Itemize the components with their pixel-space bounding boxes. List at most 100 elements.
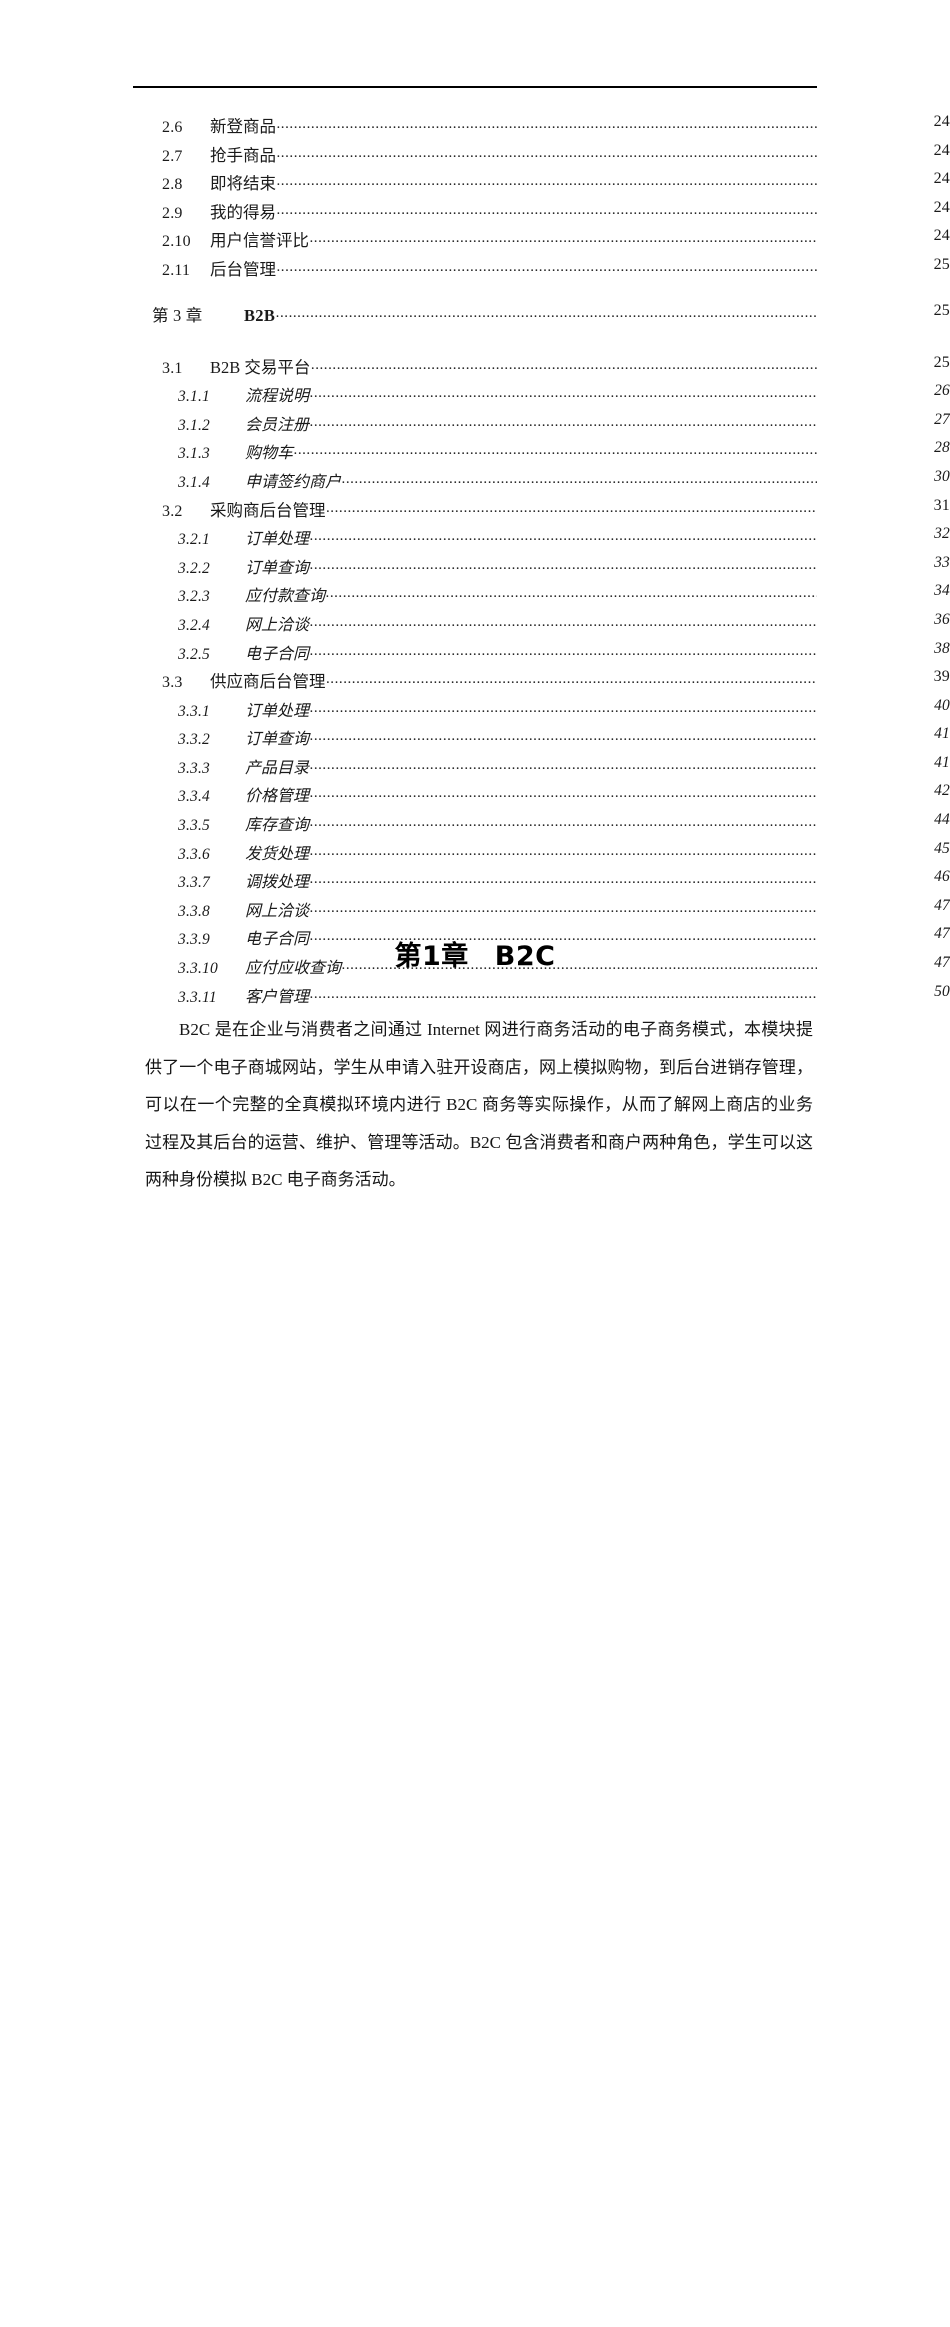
toc-entry-title: 抢手商品: [210, 145, 276, 165]
toc-entry[interactable]: 3.2 采购商后台管理 31: [0, 497, 950, 526]
toc-entry-page-number: 33: [934, 553, 950, 571]
toc-entry-number: 3.3.3: [178, 759, 210, 777]
toc-dot-leader: [276, 305, 817, 321]
toc-entry-number: 3.3.7: [178, 874, 210, 892]
toc-entry-title: 用户信誉评比: [210, 231, 309, 251]
toc-dot-leader: [311, 357, 817, 373]
toc-entry-page-number: 44: [934, 811, 950, 829]
toc-dot-leader: [326, 671, 817, 687]
toc-entry-title: 库存查询: [245, 817, 310, 835]
toc-entry-page-number: 36: [934, 610, 950, 628]
toc-entry-title: 价格管理: [245, 788, 310, 806]
toc-entry-number: 3.3.8: [178, 902, 210, 920]
toc-dot-leader: [310, 643, 817, 659]
toc-dot-leader: [310, 557, 817, 573]
toc-entry-number: 2.9: [162, 204, 183, 222]
toc-entry[interactable]: 2.11 后台管理 25: [0, 256, 950, 285]
toc-entry-page-number: 25: [933, 301, 950, 319]
toc-dot-leader: [310, 700, 817, 716]
toc-entry-page-number: 28: [934, 439, 950, 457]
toc-dot-leader: [277, 259, 817, 275]
toc-entry-title: 新登商品: [210, 117, 276, 136]
toc-entry[interactable]: 3.3.2 订单查询 41: [0, 725, 950, 754]
toc-entry-page-number: 42: [934, 782, 950, 800]
toc-entry-page-number: 38: [934, 639, 950, 657]
toc-entry-number: 3.1.3: [178, 445, 210, 463]
toc-entry[interactable]: 2.7 抢手商品 24: [0, 142, 950, 171]
body-paragraph: B2C 是在企业与消费者之间通过 Internet 网进行商务活动的电子商务模式…: [145, 1020, 813, 1189]
document-page: 2.6新登商品242.7抢手商品242.8即将结束242.9我的得易242.10…: [0, 0, 950, 1344]
toc-entry[interactable]: 3.2.1 订单处理 32: [0, 525, 950, 554]
toc-entry[interactable]: 3.3.4 价格管理 42: [0, 782, 950, 811]
toc-entry-title: 应付款查询: [245, 588, 326, 606]
toc-entry-page-number: 24: [933, 170, 950, 188]
toc-entry-page-number: 26: [934, 382, 950, 400]
toc-entry-page-number: 39: [933, 668, 950, 686]
toc-entry-page-number: 32: [934, 525, 950, 543]
toc-dot-leader: [310, 614, 817, 630]
toc-entry[interactable]: 3.3.11 客户管理 50: [0, 983, 950, 1012]
toc-entry[interactable]: 3.1 B2B 交易平台 25: [0, 354, 950, 383]
toc-entry-number: 3.2.5: [178, 645, 210, 663]
toc-dot-leader: [277, 202, 817, 218]
chapter-heading-label: 第1章: [394, 941, 469, 972]
toc-entry-number: 3.2.4: [178, 616, 210, 634]
toc-dot-leader: [310, 414, 817, 430]
toc-entry[interactable]: 3.2.5 电子合同 38: [0, 640, 950, 669]
toc-entry[interactable]: 3.3.8 网上洽谈 47: [0, 897, 950, 926]
toc-entry[interactable]: 3.2.4 网上洽谈 36: [0, 611, 950, 640]
toc-entry-number: 3.1.2: [178, 416, 210, 434]
toc-entry[interactable]: 3.3.7 调拨处理 46: [0, 868, 950, 897]
toc-entry[interactable]: 2.6 新登商品 24: [0, 113, 950, 142]
toc-entry-title: 产品目录: [245, 759, 310, 777]
toc-entry[interactable]: 3.3.3 产品目录 41: [0, 754, 950, 783]
toc-entry-title: 调拨处理: [245, 874, 310, 892]
toc-entry-title: 网上洽谈: [245, 902, 310, 920]
toc-entry-number: 3.1.1: [178, 388, 210, 406]
toc-entry-title: 订单处理: [245, 702, 310, 720]
toc-dot-leader: [310, 785, 817, 801]
table-of-contents: 2.6新登商品242.7抢手商品242.8即将结束242.9我的得易242.10…: [0, 113, 950, 1011]
toc-dot-leader: [342, 471, 817, 487]
toc-entry[interactable]: 3.1.4 申请签约商户 30: [0, 468, 950, 497]
toc-dot-leader: [310, 900, 817, 916]
toc-entry-number: 3.3.4: [178, 788, 210, 806]
toc-entry-number: 2.6: [162, 119, 183, 136]
toc-entry-title: 流程说明: [245, 388, 310, 406]
toc-entry[interactable]: 3.2.2 订单查询 33: [0, 554, 950, 583]
toc-dot-leader: [310, 757, 817, 773]
toc-entry[interactable]: 3.3.5 库存查询 44: [0, 811, 950, 840]
toc-entry-number: 3.3.6: [178, 845, 210, 863]
toc-entry[interactable]: 3.1.2 会员注册 27: [0, 411, 950, 440]
toc-entry-title: 即将结束: [210, 174, 276, 194]
chapter-heading-title: B2C: [494, 941, 556, 972]
toc-entry[interactable]: 3.3.9 电子合同 47: [0, 925, 950, 954]
toc-entry-title: 采购商后台管理: [210, 500, 326, 520]
toc-entry-page-number: 24: [933, 198, 950, 216]
toc-entry-page-number: 47: [934, 896, 950, 914]
toc-dot-leader: [294, 442, 817, 458]
toc-entry-page-number: 24: [933, 113, 950, 130]
toc-dot-leader: [310, 814, 817, 830]
toc-entry-number: 2.11: [162, 261, 191, 279]
toc-entry[interactable]: 2.10 用户信誉评比 24: [0, 227, 950, 256]
toc-entry-title: 购物车: [245, 445, 294, 463]
toc-entry-number: 3.3.9: [178, 931, 210, 949]
toc-entry[interactable]: 3.3 供应商后台管理 39: [0, 668, 950, 697]
toc-entry-page-number: 31: [933, 496, 950, 514]
toc-entry[interactable]: 2.8 即将结束 24: [0, 170, 950, 199]
toc-entry[interactable]: 3.1.1 流程说明 26: [0, 382, 950, 411]
toc-entry-page-number: 47: [934, 954, 950, 972]
toc-entry[interactable]: 3.2.3 应付款查询 34: [0, 582, 950, 611]
toc-entry-title: 发货处理: [245, 845, 310, 863]
toc-entry[interactable]: 3.3.10 应付应收查询 47: [0, 954, 950, 983]
toc-dot-leader: [310, 230, 817, 246]
toc-entry[interactable]: 3.3.6 发货处理 45: [0, 840, 950, 869]
toc-entry-title: 电子合同: [245, 931, 310, 949]
toc-entry[interactable]: 第 3 章 B2B 25: [0, 302, 950, 332]
toc-entry[interactable]: 3.3.1 订单处理 40: [0, 697, 950, 726]
toc-entry-number: 第 3 章: [152, 305, 203, 325]
toc-dot-leader: [310, 843, 817, 859]
toc-entry[interactable]: 3.1.3 购物车 28: [0, 439, 950, 468]
toc-entry[interactable]: 2.9 我的得易 24: [0, 199, 950, 228]
